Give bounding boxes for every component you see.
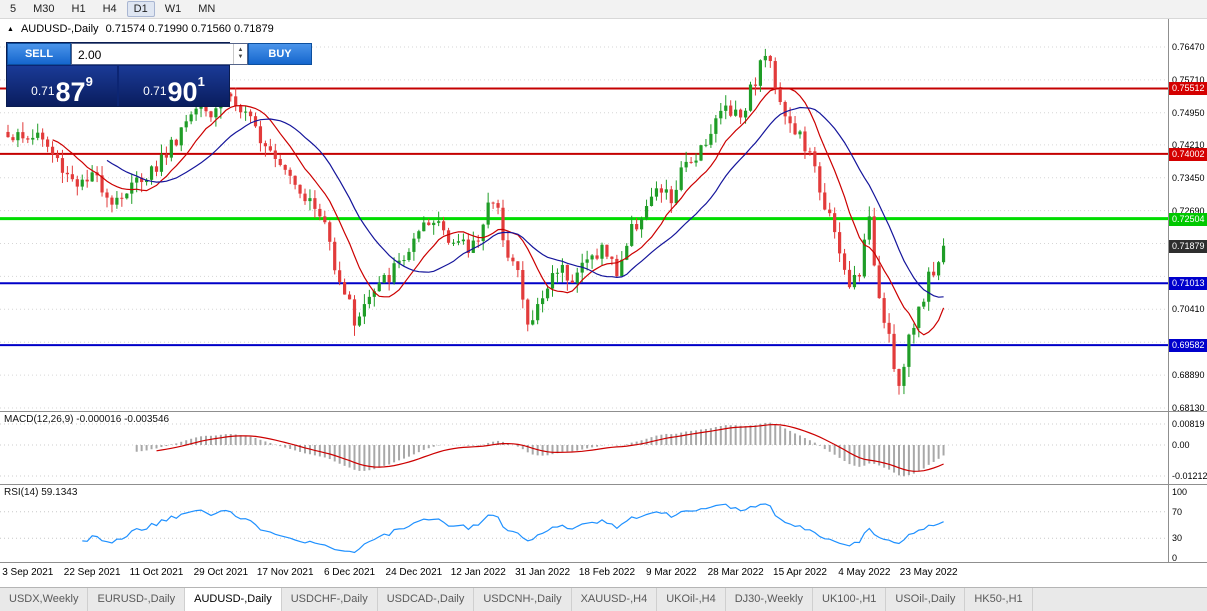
macd-label: MACD(12,26,9) -0.000016 -0.003546: [4, 414, 170, 425]
price-axis-badge: 0.75512: [1169, 82, 1207, 96]
price-axis-tick: 0.74210: [1172, 139, 1205, 150]
volume-field[interactable]: ▲ ▼: [71, 43, 248, 65]
trade-prices-row: 0.71 87 9 0.71 90 1: [7, 66, 229, 106]
symbol-marker-icon: ▲: [7, 25, 14, 33]
buy-price-big-digits: 90: [167, 77, 198, 107]
panel-separator[interactable]: [0, 411, 1207, 412]
trade-controls-row: SELL ▲ ▼ BUY: [7, 43, 312, 65]
panel-separator: [0, 562, 1207, 563]
time-axis-label: 31 Jan 2022: [515, 567, 571, 578]
time-axis-label: 23 May 2022: [899, 567, 958, 578]
time-axis-label: 4 May 2022: [838, 567, 891, 578]
rsi-chart-svg[interactable]: [0, 485, 1168, 562]
time-axis-label: 12 Jan 2022: [450, 567, 506, 578]
sell-price-prefix: 0.71: [31, 84, 55, 98]
price-axis[interactable]: 0.76470 0.75710 0.74950 0.74210 0.73450 0.726…: [1168, 19, 1207, 563]
time-axis-label: 3 Sep 2021: [2, 567, 54, 578]
time-axis-label: 11 Oct 2021: [129, 567, 184, 578]
buy-button[interactable]: BUY: [248, 43, 312, 65]
chart-tab-usdcnh-daily[interactable]: USDCNH-,Daily: [474, 588, 572, 611]
chart-tab-usdx-weekly[interactable]: USDX,Weekly: [0, 588, 89, 611]
time-axis-label: 29 Oct 2021: [193, 567, 249, 578]
price-axis-badge: 0.74002: [1169, 147, 1207, 161]
chart-tab-bar: USDX,Weekly EURUSD-,Daily AUDUSD-,Daily USD…: [0, 587, 1207, 611]
price-axis-tick: 0.73450: [1172, 172, 1205, 183]
chart-tab-hk50-h1[interactable]: HK50-,H1: [965, 588, 1033, 611]
rsi-axis-label: 30: [1172, 533, 1183, 544]
chart-tab-uk100-h1[interactable]: UK100-,H1: [813, 588, 887, 611]
chart-tab-ukoil-h4[interactable]: UKOil-,H4: [657, 588, 726, 611]
price-chart-panel[interactable]: [0, 19, 1168, 411]
buy-price-display[interactable]: 0.71 90 1: [119, 66, 229, 106]
timeframe-button-h4[interactable]: H4: [102, 3, 117, 15]
timeframe-button-5[interactable]: 5: [10, 3, 17, 15]
time-axis[interactable]: 3 Sep 2021 22 Sep 2021 11 Oct 2021 29 Oct 2…: [0, 563, 1168, 587]
time-axis-label: 22 Sep 2021: [63, 567, 121, 578]
price-axis-tick: 0.75710: [1172, 74, 1205, 85]
price-axis-tick: 0.76470: [1172, 42, 1205, 52]
price-axis-tick: 0.74950: [1172, 107, 1205, 118]
chart-ohlc-values: 0.71574 0.71990 0.71560 0.71879: [105, 23, 274, 35]
chart-title: ▲ AUDUSD-,Daily 0.71574 0.71990 0.71560 …: [7, 23, 274, 35]
chart-tab-usdcad-daily[interactable]: USDCAD-,Daily: [378, 588, 475, 611]
timeframe-button-w1[interactable]: W1: [164, 3, 182, 15]
buy-price-pip-digit: 1: [197, 74, 205, 89]
sell-price-pip-digit: 9: [85, 74, 93, 89]
volume-stepper[interactable]: ▲ ▼: [233, 44, 247, 64]
timeframe-button-m30[interactable]: M30: [33, 3, 55, 15]
time-axis-label: 9 Mar 2022: [646, 567, 697, 578]
price-axis-tick: 0.72690: [1172, 205, 1205, 216]
time-axis-label: 17 Nov 2021: [256, 567, 314, 578]
rsi-label: RSI(14) 59.1343: [4, 487, 78, 498]
timeframe-button-h1[interactable]: H1: [71, 3, 86, 15]
volume-down-icon[interactable]: ▼: [237, 54, 244, 60]
macd-chart-svg[interactable]: [0, 412, 1168, 484]
sell-button[interactable]: SELL: [7, 43, 71, 65]
rsi-axis-label: 0: [1172, 553, 1178, 563]
chart-tab-usdchf-daily[interactable]: USDCHF-,Daily: [282, 588, 378, 611]
chart-tab-xauusd-h4[interactable]: XAUUSD-,H4: [572, 588, 658, 611]
sell-price-display[interactable]: 0.71 87 9: [7, 66, 117, 106]
chart-tab-eurusd-daily[interactable]: EURUSD-,Daily: [88, 588, 186, 611]
chart-tab-audusd-daily[interactable]: AUDUSD-,Daily: [185, 588, 282, 611]
rsi-panel[interactable]: RSI(14) 59.1343: [0, 485, 1168, 562]
panel-separator[interactable]: [0, 484, 1207, 485]
chart-tab-usoil-daily[interactable]: USOil-,Daily: [886, 588, 966, 611]
price-axis-tick: 0.68890: [1172, 370, 1205, 381]
time-axis-label: 6 Dec 2021: [323, 567, 376, 578]
macd-axis-label: -0.01212: [1172, 471, 1207, 482]
time-axis-label: 28 Mar 2022: [707, 567, 764, 578]
timeframe-button-mn[interactable]: MN: [198, 3, 216, 15]
macd-axis-label: 0.00: [1172, 440, 1190, 450]
rsi-axis-label: 70: [1172, 506, 1183, 517]
time-axis-label: 15 Apr 2022: [773, 567, 827, 578]
volume-up-icon[interactable]: ▲: [237, 47, 244, 53]
time-axis-label: 24 Dec 2021: [385, 567, 443, 578]
price-axis-badge: 0.72504: [1169, 212, 1207, 226]
chart-tab-dj30-weekly[interactable]: DJ30-,Weekly: [726, 588, 813, 611]
time-axis-label: 18 Feb 2022: [578, 567, 636, 578]
chart-symbol-label: AUDUSD-,Daily: [20, 23, 99, 35]
price-axis-tick: 0.68130: [1172, 403, 1205, 413]
main-chart-svg[interactable]: [0, 19, 1168, 411]
price-axis-badge: 0.69582: [1169, 339, 1207, 353]
timeframe-button-d1[interactable]: D1: [126, 1, 155, 17]
sell-price-big-digits: 87: [55, 77, 86, 107]
buy-price-prefix: 0.71: [143, 84, 167, 98]
price-axis-badge: 0.71879: [1169, 239, 1207, 253]
one-click-trading-panel: SELL ▲ ▼ BUY 0.71 87 9 0.71 90 1: [6, 42, 312, 107]
rsi-axis-label: 100: [1172, 487, 1188, 497]
timeframe-toolbar: 5 M30 H1 H4 D1 W1 MN: [0, 0, 1207, 19]
volume-input[interactable]: [72, 44, 233, 64]
price-axis-tick: 0.70410: [1172, 304, 1205, 315]
macd-panel[interactable]: MACD(12,26,9) -0.000016 -0.003546: [0, 412, 1168, 484]
macd-axis-label: 0.00819: [1172, 419, 1205, 430]
price-axis-badge: 0.71013: [1169, 277, 1207, 291]
